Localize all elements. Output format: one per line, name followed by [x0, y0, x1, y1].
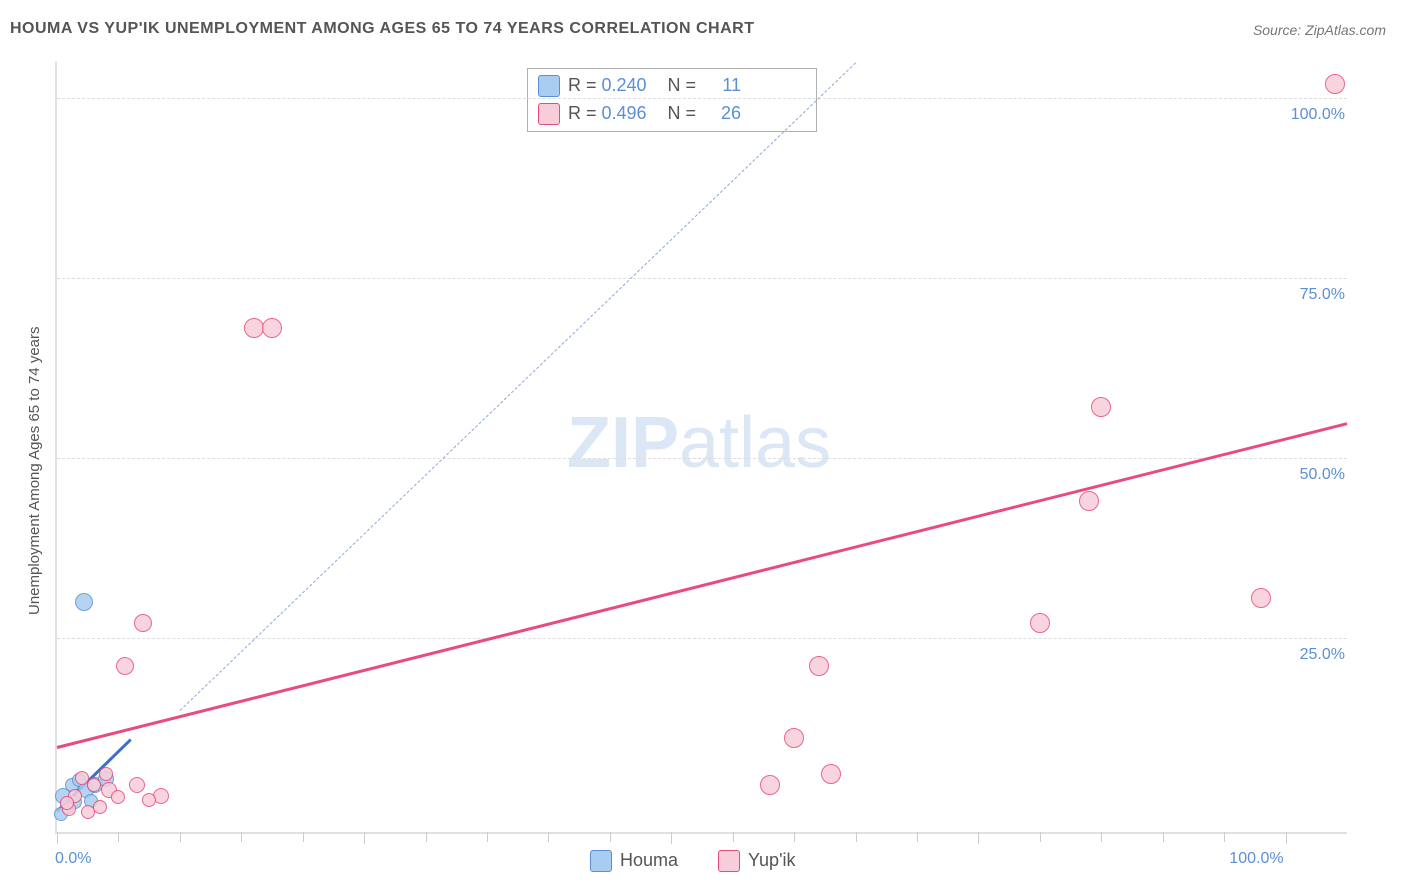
- gridline: [57, 98, 1347, 99]
- x-tick: [610, 832, 611, 842]
- data-point-yupik: [142, 793, 156, 807]
- x-tick: [487, 832, 488, 842]
- watermark-atlas: atlas: [679, 403, 831, 483]
- data-point-yupik: [60, 796, 74, 810]
- x-tick: [548, 832, 549, 842]
- data-point-yupik: [116, 657, 134, 675]
- x-tick-label: 0.0%: [55, 850, 91, 868]
- x-tick-label: 100.0%: [1224, 850, 1284, 868]
- data-point-yupik: [1030, 613, 1050, 633]
- x-tick: [671, 832, 672, 844]
- data-point-yupik: [1325, 74, 1345, 94]
- legend-series-label: Houma: [620, 850, 678, 870]
- legend-R-label: R =: [568, 75, 602, 95]
- source-label: Source: ZipAtlas.com: [1253, 22, 1386, 38]
- legend-series-item: Houma: [590, 850, 678, 870]
- data-point-yupik: [821, 764, 841, 784]
- gridline: [57, 638, 1347, 639]
- data-point-yupik: [111, 790, 125, 804]
- regression-line-yupik: [57, 422, 1348, 749]
- legend-N-value: 26: [701, 103, 741, 124]
- x-tick: [364, 832, 365, 844]
- x-tick: [1040, 832, 1041, 842]
- data-point-yupik: [784, 728, 804, 748]
- data-point-yupik: [1251, 588, 1271, 608]
- legend-series-item: Yup'ik: [718, 850, 795, 870]
- legend-swatch: [538, 103, 560, 125]
- x-tick: [57, 832, 58, 844]
- x-tick: [1286, 832, 1287, 844]
- data-point-yupik: [1079, 491, 1099, 511]
- legend-swatch: [538, 75, 560, 97]
- x-tick: [1163, 832, 1164, 842]
- x-tick: [1224, 832, 1225, 842]
- x-tick: [180, 832, 181, 842]
- data-point-yupik: [262, 318, 282, 338]
- legend-N-label: N =: [658, 103, 702, 123]
- y-tick-label: 25.0%: [1275, 646, 1345, 664]
- plot-area: ZIPatlas R = 0.240 N = 11R = 0.496 N = 2…: [55, 62, 1347, 834]
- legend-series: Houma Yup'ik: [590, 850, 836, 872]
- chart-container: HOUMA VS YUP'IK UNEMPLOYMENT AMONG AGES …: [0, 0, 1406, 892]
- legend-swatch: [718, 850, 740, 872]
- reference-line: [179, 62, 855, 710]
- x-tick: [118, 832, 119, 842]
- legend-R-value: 0.240: [602, 75, 658, 96]
- data-point-yupik: [809, 656, 829, 676]
- y-tick-label: 100.0%: [1275, 106, 1345, 124]
- legend-R-label: R =: [568, 103, 602, 123]
- x-tick: [426, 832, 427, 842]
- watermark: ZIPatlas: [567, 402, 831, 484]
- x-tick: [856, 832, 857, 842]
- y-axis-label: Unemployment Among Ages 65 to 74 years: [26, 326, 43, 615]
- data-point-yupik: [87, 778, 101, 792]
- x-tick: [794, 832, 795, 842]
- data-point-yupik: [153, 788, 169, 804]
- x-tick: [978, 832, 979, 844]
- x-tick: [303, 832, 304, 842]
- data-point-yupik: [134, 614, 152, 632]
- watermark-zip: ZIP: [567, 403, 679, 483]
- gridline: [57, 458, 1347, 459]
- legend-stats-row: R = 0.240 N = 11: [538, 75, 741, 97]
- data-point-yupik: [93, 800, 107, 814]
- gridline: [57, 278, 1347, 279]
- data-point-yupik: [1091, 397, 1111, 417]
- x-tick: [241, 832, 242, 842]
- y-tick-label: 75.0%: [1275, 286, 1345, 304]
- x-tick: [917, 832, 918, 842]
- data-point-houma: [75, 593, 93, 611]
- data-point-yupik: [129, 777, 145, 793]
- legend-series-label: Yup'ik: [748, 850, 795, 870]
- legend-stats-box: R = 0.240 N = 11R = 0.496 N = 26: [527, 68, 817, 132]
- chart-title: HOUMA VS YUP'IK UNEMPLOYMENT AMONG AGES …: [10, 20, 754, 38]
- legend-N-value: 11: [701, 75, 741, 96]
- legend-swatch: [590, 850, 612, 872]
- legend-N-label: N =: [658, 75, 702, 95]
- legend-R-value: 0.496: [602, 103, 658, 124]
- legend-stats-row: R = 0.496 N = 26: [538, 103, 741, 125]
- data-point-yupik: [760, 775, 780, 795]
- x-tick: [1101, 832, 1102, 842]
- y-tick-label: 50.0%: [1275, 466, 1345, 484]
- x-tick: [733, 832, 734, 842]
- data-point-yupik: [244, 318, 264, 338]
